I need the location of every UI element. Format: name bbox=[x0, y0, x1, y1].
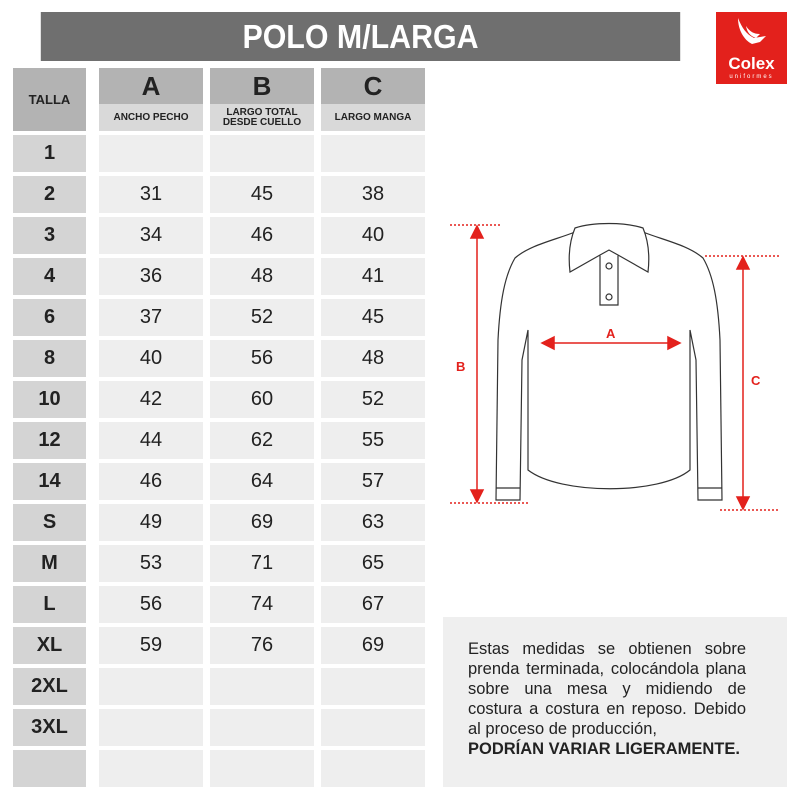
note-warning: PODRÍAN VARIAR LIGERAMENTE. bbox=[468, 740, 740, 758]
value-cell: 45 bbox=[321, 299, 425, 336]
value-cell: 49 bbox=[99, 504, 203, 541]
polo-body bbox=[495, 231, 723, 501]
page-title: POLO M/LARGA bbox=[40, 12, 681, 61]
value-cell: 69 bbox=[210, 504, 314, 541]
logo-name: Colex bbox=[728, 54, 775, 73]
value-cell: 56 bbox=[99, 586, 203, 623]
value-cell bbox=[210, 135, 314, 172]
value-cell: 65 bbox=[321, 545, 425, 582]
value-cell: 45 bbox=[210, 176, 314, 213]
dimension-b-label: B bbox=[456, 359, 465, 374]
value-cell: 67 bbox=[321, 586, 425, 623]
value-cell bbox=[210, 709, 314, 746]
value-cell: 71 bbox=[210, 545, 314, 582]
dimension-c-label: C bbox=[751, 373, 761, 388]
value-cell: 36 bbox=[99, 258, 203, 295]
bird-icon bbox=[738, 18, 766, 44]
value-cell: 34 bbox=[99, 217, 203, 254]
column-letter: C bbox=[321, 68, 425, 104]
logo-sub: uniformes bbox=[729, 74, 774, 80]
value-cell: 52 bbox=[210, 299, 314, 336]
size-cell: 2XL bbox=[13, 668, 86, 705]
collar bbox=[568, 222, 650, 273]
column-label: LARGO MANGA bbox=[321, 104, 425, 131]
value-cell: 57 bbox=[321, 463, 425, 500]
value-cell: 38 bbox=[321, 176, 425, 213]
size-header: TALLA bbox=[13, 68, 86, 131]
value-cell: 46 bbox=[99, 463, 203, 500]
value-cell: 62 bbox=[210, 422, 314, 459]
size-cell: L bbox=[13, 586, 86, 623]
value-cell: 60 bbox=[210, 381, 314, 418]
dimension-a-label: A bbox=[606, 326, 616, 341]
value-cell: 55 bbox=[321, 422, 425, 459]
note-text: Estas medidas se obtienen sobre prenda t… bbox=[468, 640, 746, 738]
size-cell: XL bbox=[13, 627, 86, 664]
value-cell bbox=[99, 750, 203, 787]
size-cell: S bbox=[13, 504, 86, 541]
value-cell: 76 bbox=[210, 627, 314, 664]
value-cell: 46 bbox=[210, 217, 314, 254]
value-cell: 40 bbox=[99, 340, 203, 377]
value-cell bbox=[210, 668, 314, 705]
size-cell: 2 bbox=[13, 176, 86, 213]
value-cell bbox=[99, 135, 203, 172]
value-cell: 44 bbox=[99, 422, 203, 459]
value-cell: 74 bbox=[210, 586, 314, 623]
value-cell: 48 bbox=[210, 258, 314, 295]
polo-diagram: B C A bbox=[450, 222, 780, 511]
value-cell: 37 bbox=[99, 299, 203, 336]
value-cell bbox=[99, 709, 203, 746]
value-cell: 53 bbox=[99, 545, 203, 582]
size-cell: M bbox=[13, 545, 86, 582]
value-cell: 59 bbox=[99, 627, 203, 664]
value-cell: 40 bbox=[321, 217, 425, 254]
column-label: ANCHO PECHO bbox=[99, 104, 203, 131]
value-cell: 52 bbox=[321, 381, 425, 418]
size-cell bbox=[13, 750, 86, 787]
brand-logo: Colex uniformes bbox=[716, 12, 787, 84]
value-cell: 69 bbox=[321, 627, 425, 664]
size-cell: 10 bbox=[13, 381, 86, 418]
value-cell bbox=[321, 668, 425, 705]
value-cell bbox=[321, 709, 425, 746]
value-cell: 42 bbox=[99, 381, 203, 418]
value-cell bbox=[321, 135, 425, 172]
size-cell: 1 bbox=[13, 135, 86, 172]
value-cell: 56 bbox=[210, 340, 314, 377]
value-cell: 41 bbox=[321, 258, 425, 295]
value-cell bbox=[99, 668, 203, 705]
value-cell: 48 bbox=[321, 340, 425, 377]
size-cell: 6 bbox=[13, 299, 86, 336]
size-cell: 12 bbox=[13, 422, 86, 459]
column-label: LARGO TOTAL DESDE CUELLO bbox=[210, 104, 314, 131]
size-cell: 4 bbox=[13, 258, 86, 295]
value-cell: 64 bbox=[210, 463, 314, 500]
size-cell: 3XL bbox=[13, 709, 86, 746]
value-cell: 63 bbox=[321, 504, 425, 541]
size-cell: 8 bbox=[13, 340, 86, 377]
column-letter: B bbox=[210, 68, 314, 104]
value-cell bbox=[210, 750, 314, 787]
value-cell bbox=[321, 750, 425, 787]
column-letter: A bbox=[99, 68, 203, 104]
size-cell: 14 bbox=[13, 463, 86, 500]
size-cell: 3 bbox=[13, 217, 86, 254]
measurement-note: Estas medidas se obtienen sobre prenda t… bbox=[443, 617, 787, 787]
value-cell: 31 bbox=[99, 176, 203, 213]
